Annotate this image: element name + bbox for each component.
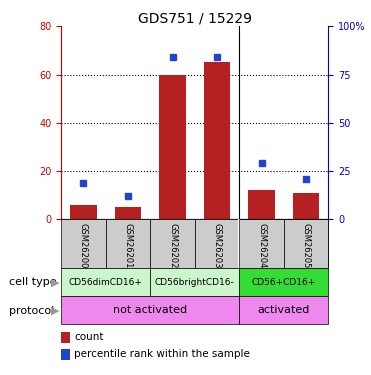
- Bar: [195, 219, 239, 268]
- Bar: [150, 268, 239, 296]
- Text: GSM26200: GSM26200: [79, 223, 88, 268]
- Text: cell type: cell type: [9, 278, 57, 287]
- Bar: [239, 296, 328, 324]
- Text: percentile rank within the sample: percentile rank within the sample: [74, 350, 250, 359]
- Text: CD56+CD16+: CD56+CD16+: [252, 278, 316, 286]
- Text: GSM26203: GSM26203: [213, 223, 221, 269]
- Text: GSM26204: GSM26204: [257, 223, 266, 268]
- Text: count: count: [74, 333, 104, 342]
- Bar: [284, 219, 328, 268]
- Bar: [61, 219, 106, 268]
- Bar: [239, 219, 240, 268]
- Text: protocol: protocol: [9, 306, 55, 315]
- Title: GDS751 / 15229: GDS751 / 15229: [138, 11, 252, 25]
- Bar: [293, 193, 319, 219]
- Text: GSM26202: GSM26202: [168, 223, 177, 268]
- Text: not activated: not activated: [113, 305, 187, 315]
- Text: ▶: ▶: [51, 306, 59, 315]
- Text: CD56brightCD16-: CD56brightCD16-: [155, 278, 234, 286]
- Bar: [239, 268, 328, 296]
- Text: GSM26201: GSM26201: [124, 223, 132, 268]
- Bar: [70, 205, 97, 219]
- Bar: [61, 268, 150, 296]
- Bar: [159, 75, 186, 219]
- Bar: [106, 219, 150, 268]
- Text: ▶: ▶: [51, 278, 59, 287]
- Bar: [61, 296, 239, 324]
- Text: GSM26205: GSM26205: [302, 223, 311, 268]
- Bar: [239, 219, 328, 268]
- Bar: [239, 219, 284, 268]
- Text: activated: activated: [257, 305, 310, 315]
- Bar: [150, 219, 195, 268]
- Bar: [115, 207, 141, 219]
- Text: CD56dimCD16+: CD56dimCD16+: [69, 278, 143, 286]
- Bar: [204, 63, 230, 219]
- Bar: [248, 190, 275, 219]
